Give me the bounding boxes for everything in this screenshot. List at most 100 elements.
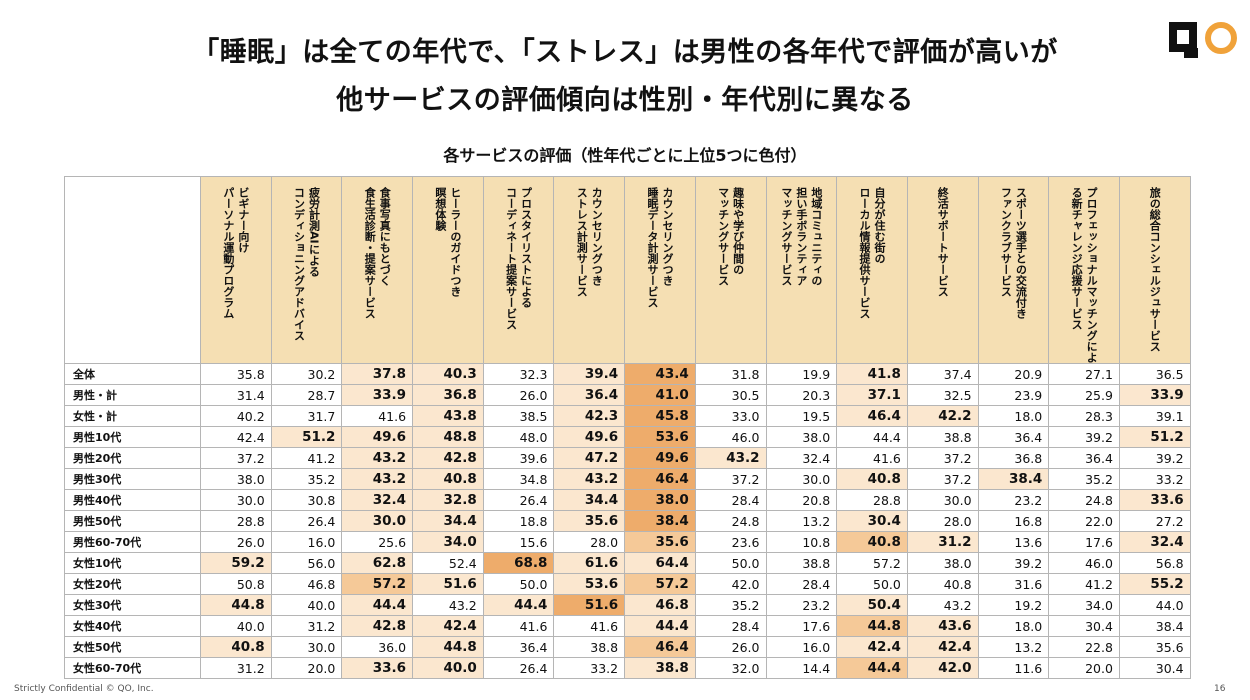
table-row: 女性20代 50.8 46.8 57.2 51.6 50.0 53.6 57.2 42.0 28.… [64,573,1191,595]
table-cell: 44.8 [836,615,908,637]
table-cell: 36.4 [482,636,555,658]
table-cell: 43.2 [341,468,414,490]
table-cell: 44.4 [341,594,414,616]
table-cell: 46.4 [624,636,696,658]
table-cell: 46.4 [836,405,908,427]
column-header-label: 自分が住む街の ローカル情報提供サービス [858,187,887,319]
table-cell: 53.6 [624,426,696,448]
table-cell: 56.8 [1118,552,1191,574]
table-row: 女性10代 59.2 56.0 62.8 52.4 68.8 61.6 64.4 50.0 38.… [64,552,1191,574]
column-header-label: 趣味や学び仲間の マッチングサービス [716,187,745,286]
table-cell: 26.0 [482,384,555,406]
table-cell: 23.2 [765,594,838,616]
column-header-label: 旅の総合コンシェルジュサービス [1148,187,1162,352]
column-header: 終活サポートサービス [906,176,979,364]
table-cell: 44.4 [482,594,555,616]
table-cell: 57.2 [624,573,696,595]
table-cell: 39.2 [977,552,1050,574]
table-cell: 28.3 [1048,405,1120,427]
table-row: 女性60-70代 31.2 20.0 33.6 40.0 26.4 33.2 38.8 32.0… [64,657,1191,679]
table-cell: 38.0 [200,468,272,490]
column-header: プロフェッショナルマッチングによ る新チャレンジ応援サービス [1048,176,1120,364]
table-cell: 41.6 [553,615,626,637]
table-row: 女性40代 40.0 31.2 42.8 42.4 41.6 41.6 44.4 28.4 17.… [64,615,1191,637]
table-cell: 49.6 [341,426,414,448]
table-cell: 33.9 [341,384,414,406]
table-cell: 27.1 [1048,363,1120,385]
table-cell: 33.6 [1118,489,1191,511]
table-cell: 32.4 [765,447,838,469]
table-cell: 31.6 [977,573,1050,595]
table-cell: 55.2 [1118,573,1191,595]
column-header-label: 疲労計測AIによる コンディショニングアドバイス [292,187,321,341]
table-cell: 28.7 [270,384,343,406]
table-cell: 35.6 [624,531,696,553]
row-label: 女性60-70代 [64,657,201,679]
table-cell: 43.2 [553,468,626,490]
table-cell: 53.6 [553,573,626,595]
table-cell: 30.4 [1118,657,1191,679]
table-cell: 20.0 [270,657,343,679]
table-cell: 38.8 [553,636,626,658]
table-cell: 13.6 [977,531,1050,553]
table-cell: 35.2 [1048,468,1120,490]
table-cell: 40.8 [906,573,979,595]
table-cell: 17.6 [1048,531,1120,553]
table-cell: 31.7 [270,405,343,427]
table-cell: 19.9 [765,363,838,385]
table-cell: 36.4 [977,426,1050,448]
table-cell: 16.0 [270,531,343,553]
column-header-label: 終活サポートサービス [936,187,950,297]
table-cell: 30.2 [270,363,343,385]
row-label: 女性20代 [64,573,201,595]
table-cell: 33.2 [1118,468,1191,490]
table-cell: 13.2 [765,510,838,532]
column-header-label: プロフェッショナルマッチングによ る新チャレンジ応援サービス [1070,187,1099,363]
row-label: 女性・計 [64,405,201,427]
table-cell: 26.0 [694,636,767,658]
table-cell: 41.2 [270,447,343,469]
table-cell: 36.5 [1118,363,1191,385]
table-cell: 40.8 [836,531,908,553]
table-cell: 68.8 [482,552,555,574]
table-cell: 42.3 [553,405,626,427]
table-cell: 28.0 [906,510,979,532]
table-cell: 46.0 [1048,552,1120,574]
table-cell: 43.2 [906,594,979,616]
table-cell: 35.6 [553,510,626,532]
table-cell: 40.8 [836,468,908,490]
table-cell: 38.0 [765,426,838,448]
table-cell: 35.8 [200,363,272,385]
table-cell: 37.8 [341,363,414,385]
table-cell: 28.0 [553,531,626,553]
table-cell: 19.2 [977,594,1050,616]
table-cell: 44.0 [1118,594,1191,616]
table-cell: 52.4 [412,552,484,574]
qo-logo-icon [1169,22,1237,58]
table-cell: 18.0 [977,615,1050,637]
column-header: カウンセリングつき ストレス計測サービス [553,176,626,364]
table-cell: 26.4 [482,489,555,511]
table-cell: 33.2 [553,657,626,679]
table-cell: 30.0 [906,489,979,511]
table-cell: 42.4 [906,636,979,658]
table-cell: 50.0 [694,552,767,574]
column-header: プロスタイリストによる コーディネート提案サービス [482,176,555,364]
table-cell: 39.2 [1118,447,1191,469]
table-cell: 40.2 [200,405,272,427]
table-cell: 56.0 [270,552,343,574]
table-cell: 43.4 [624,363,696,385]
table-cell: 34.4 [553,489,626,511]
table-cell: 23.9 [977,384,1050,406]
column-header: ヒーラーのガイドつき 瞑想体験 [412,176,484,364]
table-cell: 30.0 [200,489,272,511]
column-header: 食事写真にもとづく 食生活診断・提案サービス [341,176,414,364]
table-corner-cell [64,176,201,364]
table-cell: 28.8 [836,489,908,511]
table-cell: 24.8 [694,510,767,532]
table-cell: 34.8 [482,468,555,490]
table-cell: 11.6 [977,657,1050,679]
table-cell: 46.8 [270,573,343,595]
table-cell: 34.0 [1048,594,1120,616]
table-cell: 44.8 [412,636,484,658]
